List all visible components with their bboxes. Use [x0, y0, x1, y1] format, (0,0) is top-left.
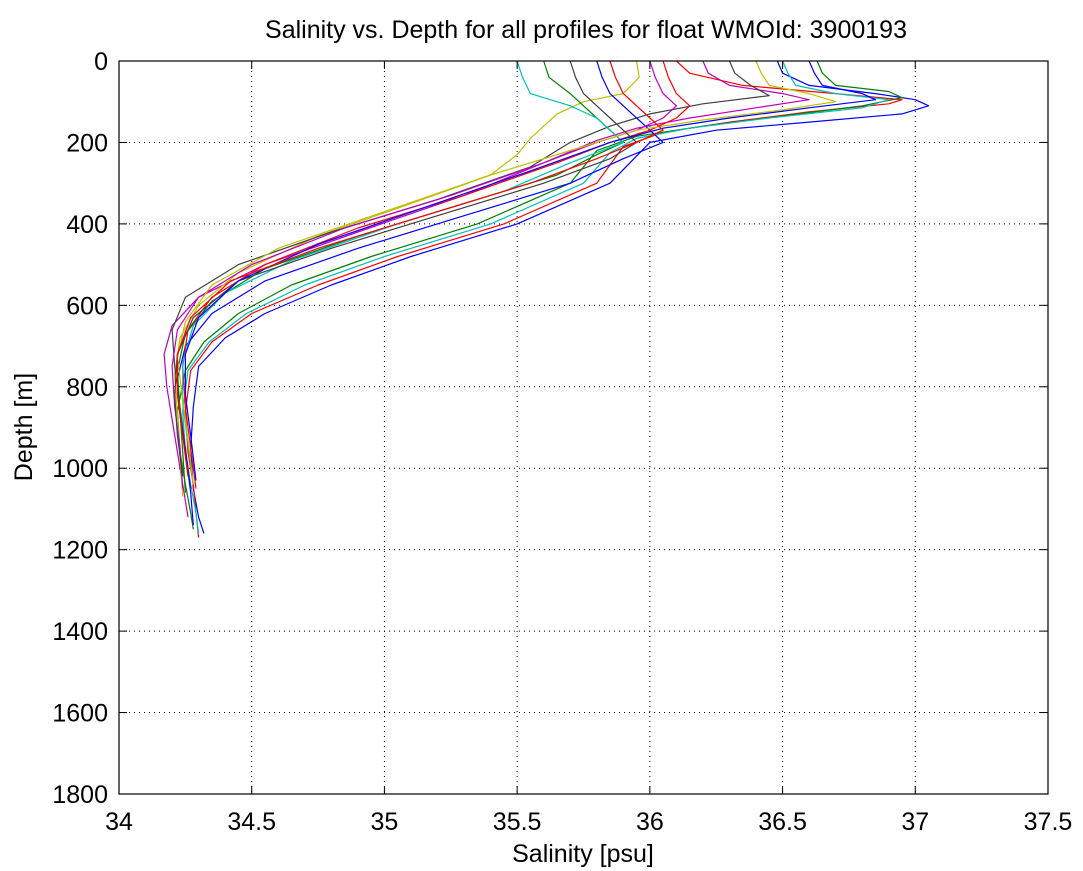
profile-line [176, 60, 903, 530]
profile-line [182, 60, 691, 489]
y-tick-label: 400 [66, 211, 108, 239]
y-tick-label: 800 [66, 374, 108, 402]
x-axis-label: Salinity [psu] [512, 840, 654, 868]
profile-line [176, 60, 664, 477]
y-tick-label: 1000 [52, 455, 108, 483]
profile-line [184, 60, 877, 481]
profile-line [163, 60, 810, 518]
x-tick-label: 35.5 [493, 808, 542, 836]
x-tick-label: 34.5 [227, 808, 276, 836]
y-tick-label: 600 [66, 292, 108, 320]
profile-line [174, 60, 638, 477]
x-tick-label: 34 [105, 808, 133, 836]
y-tick-label: 1200 [52, 537, 108, 565]
y-tick-label: 1400 [52, 618, 108, 646]
profile-line [184, 60, 903, 538]
y-tick-label: 0 [94, 48, 108, 76]
chart-title: Salinity vs. Depth for all profiles for … [265, 16, 907, 44]
plot-area-frame [118, 60, 1049, 795]
y-tick-label: 200 [66, 129, 108, 157]
profile-line [176, 60, 837, 485]
profile-line [182, 60, 890, 534]
profile-line [176, 60, 664, 526]
x-tick-label: 36.5 [758, 808, 807, 836]
profile-line [171, 60, 678, 489]
y-tick-label: 1800 [52, 781, 108, 809]
x-tick-label: 35 [371, 808, 399, 836]
y-axis-label: Depth [m] [10, 373, 38, 481]
y-tick-labels: 0 200 400 600 800 1000 1200 1400 1600 1800 [52, 48, 108, 809]
series-group [163, 60, 930, 538]
x-tick-label: 37.5 [1024, 808, 1073, 836]
y-tick-label: 1600 [52, 700, 108, 728]
x-tick-labels: 34 34.5 35 35.5 36 36.5 37 37.5 [105, 808, 1072, 836]
grid [119, 61, 1048, 794]
x-tick-label: 36 [636, 808, 664, 836]
ticks [118, 60, 1049, 795]
profile-line [190, 60, 930, 534]
x-tick-label: 37 [901, 808, 929, 836]
